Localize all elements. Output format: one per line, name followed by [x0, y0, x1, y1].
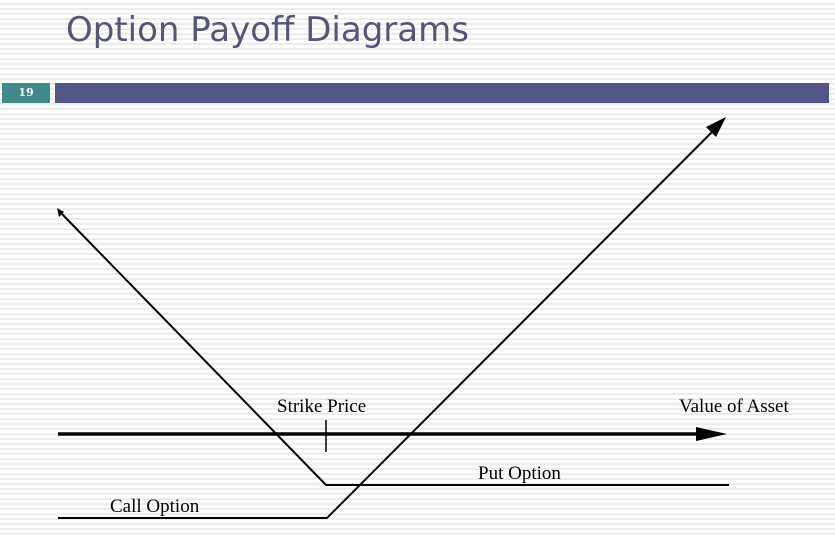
call-arrowhead — [706, 117, 726, 137]
x-axis-arrowhead — [696, 427, 727, 441]
call-payoff-line — [58, 127, 717, 519]
x-axis-label: Value of Asset — [679, 396, 789, 417]
call-option-label: Call Option — [110, 496, 200, 517]
slide-number: 19 — [2, 83, 50, 103]
put-payoff-line — [61, 213, 729, 486]
put-arrowhead — [57, 208, 64, 217]
title-bar — [55, 83, 829, 103]
put-option-label: Put Option — [478, 463, 561, 484]
strike-price-label: Strike Price — [277, 396, 366, 417]
slide-title: Option Payoff Diagrams — [66, 10, 469, 50]
